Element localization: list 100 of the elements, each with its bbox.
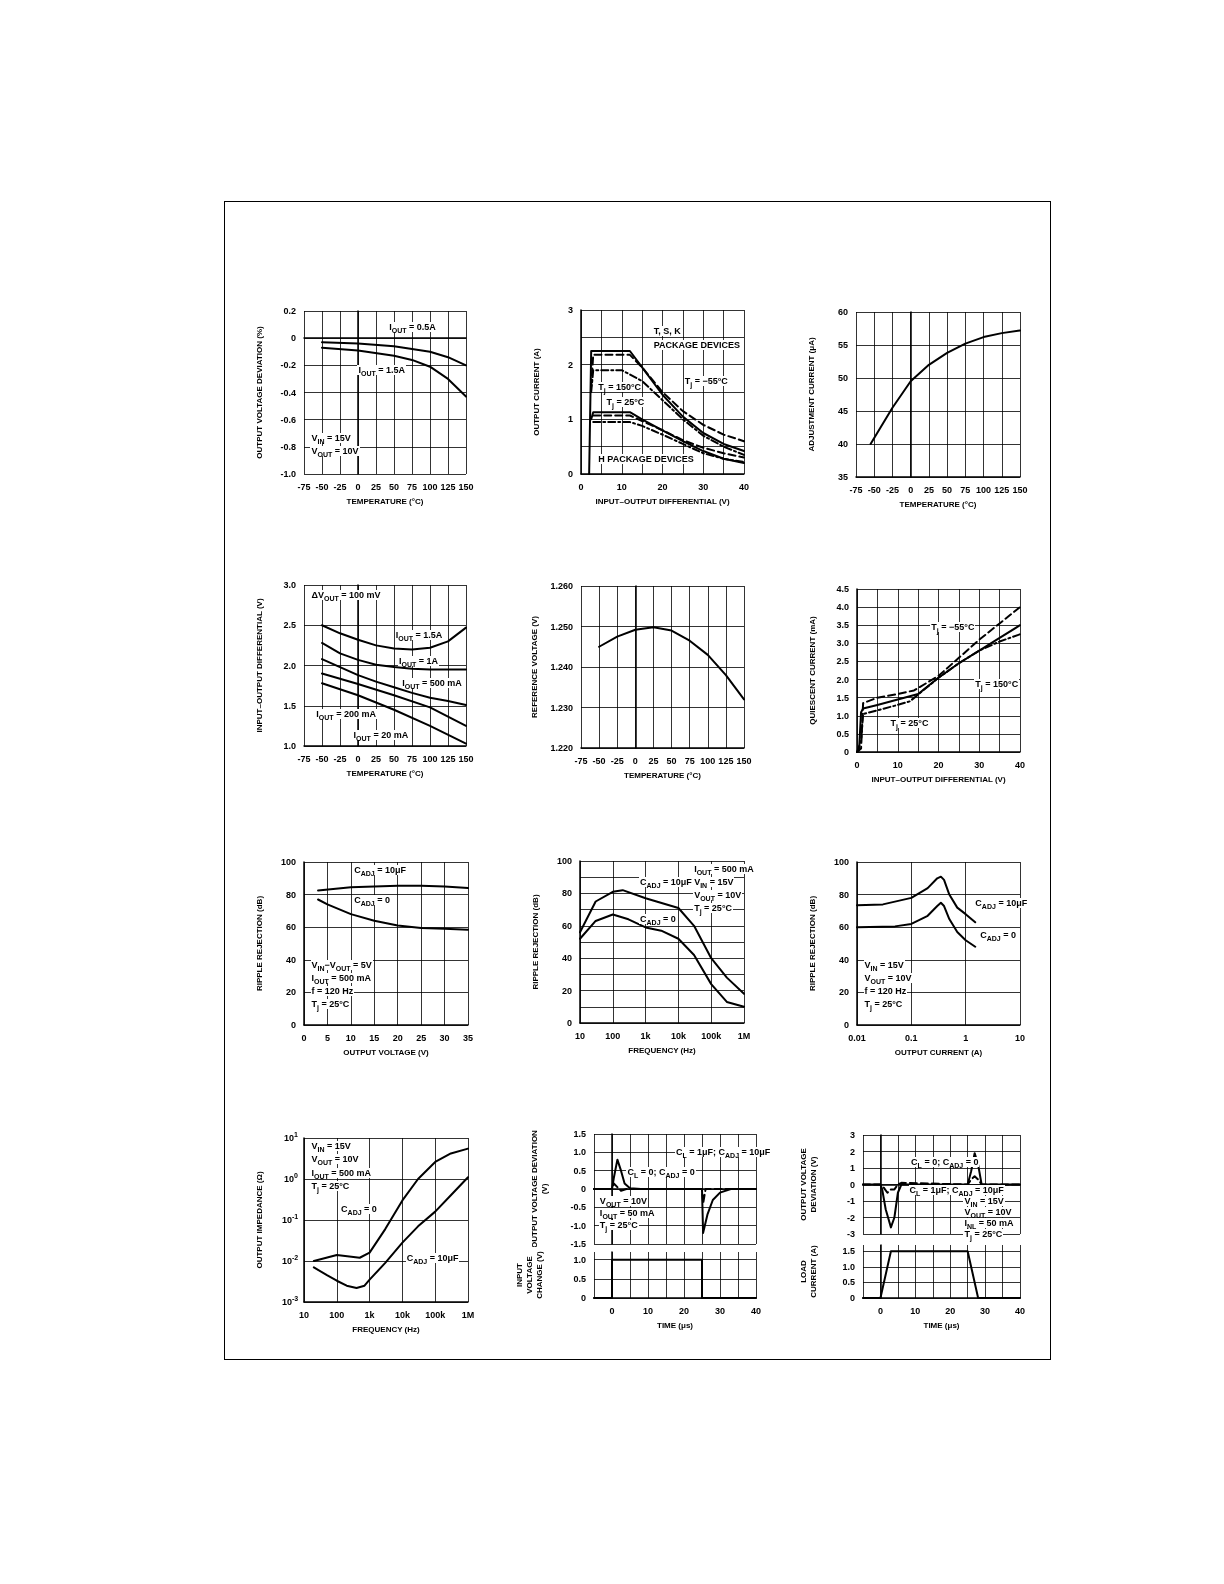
- y-tick-label: 60: [561, 920, 572, 931]
- annotation: T$_{j}$ = 25°C: [889, 717, 930, 730]
- annotation: V$_{IN}$ = 15V: [310, 1141, 352, 1154]
- y-tick-label: 10$^{-2}$: [282, 1254, 299, 1266]
- x-axis-title: FREQUENCY (Hz): [628, 1045, 697, 1055]
- x-tick-label: 125: [718, 755, 734, 766]
- y-tick-label: 45: [837, 406, 848, 416]
- x-tick-label: 100: [605, 1030, 621, 1041]
- x-tick-label: 100: [976, 484, 992, 495]
- annotation: I$_{OUT}$ = 1.5A: [357, 364, 407, 377]
- x-tick-label: 75: [684, 755, 695, 766]
- x-tick-label: 10: [616, 481, 627, 492]
- annotation: V$_{IN}$ = 15V: [963, 1196, 1005, 1209]
- y-tick-label: 3.5: [836, 620, 849, 631]
- x-tick-label: 10: [574, 1030, 586, 1041]
- x-axis-title: INPUT–OUTPUT DIFFERENTIAL (V): [595, 496, 730, 506]
- y-tick-label: 40: [561, 953, 572, 964]
- x-tick-label: 0: [908, 484, 914, 495]
- y-tick-label: 10$^{-3}$: [282, 1295, 299, 1307]
- x-tick-label: 20: [945, 1305, 956, 1316]
- x-axis-title: TEMPERATURE (°C): [624, 770, 702, 780]
- x-tick-label: -25: [333, 481, 347, 492]
- x-tick-label: 25: [370, 481, 382, 492]
- y-tick-label: 35: [837, 472, 848, 482]
- y-tick-label: 2.5: [283, 620, 296, 631]
- y-tick-label: 20: [561, 985, 572, 996]
- x-tick-label: 5: [324, 1032, 330, 1043]
- annotation: C$_{L}$ = 1μF; C$_{ADJ}$ = 10μF: [908, 1185, 1005, 1198]
- x-tick-label: 30: [698, 481, 709, 492]
- x-tick-label: 40: [738, 481, 750, 492]
- y-axis-title: OUTPUT VOLTAGE DEVIATION (V): [798, 1147, 818, 1221]
- y-axis-title: REFERENCE VOLTAGE (V): [530, 615, 540, 718]
- x-tick-label: 10: [1014, 1032, 1026, 1043]
- x-tick-label: -50: [592, 755, 606, 766]
- x-tick-label: 125: [440, 481, 456, 492]
- y-tick-label: 1.250: [550, 621, 573, 632]
- annotation: PACKAGE DEVICES: [652, 339, 742, 350]
- x-tick-label: 40: [1014, 759, 1026, 770]
- y-tick-label: 100: [556, 856, 572, 866]
- x-tick-label: -75: [574, 755, 588, 766]
- x-tick-label: 25: [923, 484, 934, 495]
- y-tick-label: 0.5: [836, 728, 849, 739]
- x-tick-label: -25: [610, 755, 624, 766]
- y-tick-label: 40: [838, 954, 849, 965]
- annotation: V$_{IN}$ = 15V: [863, 959, 905, 972]
- annotation: H PACKAGE DEVICES: [597, 454, 695, 465]
- x-tick-label: 0: [355, 753, 361, 764]
- x-tick-label: -50: [867, 484, 881, 495]
- annotation: C$_{ADJ}$ = 0: [340, 1203, 378, 1216]
- x-tick-label: 125: [994, 484, 1010, 495]
- y-tick-label: 0.5: [842, 1277, 855, 1288]
- y-tick-label: 0.5: [573, 1273, 586, 1284]
- y-tick-label: 2: [567, 359, 573, 370]
- annotation: I$_{OUT}$ = 50 mA: [598, 1207, 656, 1220]
- annotation: V$_{OUT}$ = 10V: [310, 446, 360, 459]
- annotation: V$_{OUT}$ = 10V: [693, 890, 743, 903]
- x-tick-label: 0: [355, 481, 361, 492]
- y-tick-label: 4.5: [836, 584, 849, 594]
- y-tick-label: 1.5: [842, 1246, 855, 1257]
- x-tick-label: 0: [877, 1305, 883, 1316]
- y-tick-label: 55: [837, 340, 848, 350]
- annotation: T$_{j}$ = 25°C: [310, 1180, 351, 1193]
- x-axis-title: OUTPUT CURRENT (A): [894, 1047, 983, 1057]
- y-tick-label: 3: [567, 305, 573, 315]
- y-tick-label: 80: [838, 889, 849, 900]
- y-axis-title: QUIESCENT CURRENT (mA): [807, 615, 817, 725]
- annotation: V$_{OUT}$ = 10V: [310, 1154, 360, 1167]
- x-tick-label: 75: [960, 484, 971, 495]
- annotation: I$_{OUT}$ = 1A: [397, 655, 440, 668]
- x-tick-label: 10: [892, 759, 903, 770]
- x-tick-label: 20: [678, 1305, 690, 1316]
- x-tick-label: 20: [933, 759, 944, 770]
- x-tick-label: 10: [298, 1309, 310, 1320]
- annotation: C$_{ADJ}$ = 10μF: [405, 1252, 460, 1265]
- annotation: T$_{j}$ = 25°C: [963, 1229, 1004, 1242]
- x-tick-label: 75: [406, 481, 418, 492]
- y-tick-label: 1.0: [573, 1147, 586, 1158]
- annotation: V$_{OUT}$ = 10V: [863, 972, 913, 985]
- y-tick-label: 60: [285, 922, 296, 933]
- x-axis-title: TIME (μs): [656, 1320, 694, 1330]
- x-tick-label: 150: [458, 753, 474, 764]
- x-tick-label: 75: [406, 753, 418, 764]
- annotation: T, S, K: [652, 326, 682, 337]
- y-tick-label: -0.8: [280, 441, 296, 452]
- annotation: I$_{OUT}$ = 200 mA: [315, 708, 377, 721]
- x-tick-label: -75: [849, 484, 863, 495]
- annotation: C$_{L}$ = 0; C$_{ADJ}$ = 0: [626, 1167, 696, 1179]
- annotation: I$_{OUT}$ = 500 mA: [310, 1167, 373, 1180]
- x-tick-label: 10k: [394, 1309, 411, 1320]
- y-axis-title: ADJUSTMENT CURRENT (μA): [806, 337, 816, 452]
- x-tick-label: 50: [942, 484, 953, 495]
- annotation: I$_{OUT}$ = 0.5A: [388, 322, 437, 335]
- x-axis-title: INPUT–OUTPUT DIFFERENTIAL (V): [871, 774, 1006, 784]
- x-tick-label: 10k: [670, 1030, 687, 1041]
- x-tick-label: 1: [963, 1032, 969, 1043]
- y-tick-label: 2.0: [836, 674, 849, 685]
- x-tick-label: -25: [333, 753, 347, 764]
- x-axis-title: TIME (μs): [923, 1320, 960, 1330]
- y-tick-label: 60: [838, 922, 849, 933]
- y-tick-label: 0.2: [283, 306, 296, 316]
